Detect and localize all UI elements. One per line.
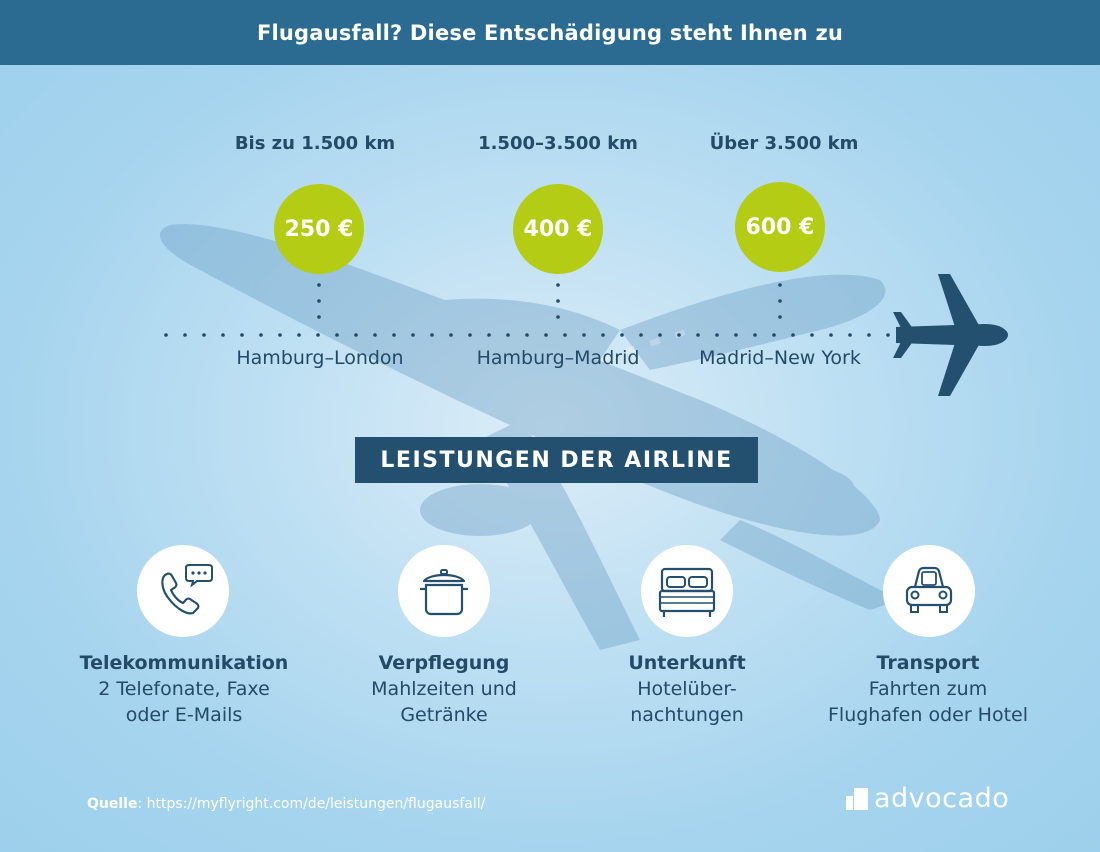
service-description: Flughafen oder Hotel bbox=[827, 704, 1028, 726]
amount-badge-tier-1: 250 € bbox=[274, 184, 364, 274]
service-icon-circle bbox=[883, 545, 975, 637]
service-description: Mahlzeiten und bbox=[371, 678, 517, 700]
service-description: Fahrten zum bbox=[868, 678, 988, 700]
car-icon bbox=[905, 566, 953, 613]
service-telekommunikation: Telekommunikation 2 Telefonate, Faxe ode… bbox=[44, 650, 324, 728]
advocado-logo: advocado bbox=[846, 783, 1009, 814]
service-icon-circle bbox=[641, 545, 733, 637]
amount-badge-tier-2: 400 € bbox=[513, 184, 603, 274]
service-verpflegung: Verpflegung Mahlzeiten und Getränke bbox=[304, 650, 584, 728]
route-label-tier-2: Hamburg–Madrid bbox=[476, 347, 640, 369]
section-title: LEISTUNGEN DER AIRLINE bbox=[355, 437, 758, 483]
service-unterkunft: Unterkunft Hotelüber- nachtungen bbox=[547, 650, 827, 728]
service-description: nachtungen bbox=[630, 704, 744, 726]
service-transport: Transport Fahrten zum Flughafen oder Hot… bbox=[788, 650, 1068, 728]
service-icon-circle bbox=[398, 545, 490, 637]
service-description: Hotelüber- bbox=[637, 678, 737, 700]
airplane-icon bbox=[893, 274, 1008, 396]
cooking-pot-icon bbox=[420, 569, 468, 616]
source-link[interactable]: https://myflyright.com/de/leistungen/flu… bbox=[146, 796, 486, 812]
logo-text: advocado bbox=[874, 783, 1010, 814]
distance-label-tier-3: Über 3.500 km bbox=[709, 133, 859, 154]
route-label-tier-3: Madrid–New York bbox=[699, 347, 861, 369]
bed-icon bbox=[658, 567, 716, 617]
service-title: Verpflegung bbox=[378, 652, 510, 674]
amount-badge-tier-3: 600 € bbox=[735, 182, 825, 272]
service-icon-circle bbox=[137, 545, 229, 637]
tier-connector-dots bbox=[317, 283, 782, 319]
service-title: Telekommunikation bbox=[79, 652, 289, 674]
phone-icon bbox=[161, 564, 213, 615]
source-label: Quelle bbox=[87, 796, 138, 812]
service-description: 2 Telefonate, Faxe bbox=[98, 678, 270, 700]
service-title: Unterkunft bbox=[628, 652, 746, 674]
page-title: Flugausfall? Diese Entschädigung steht I… bbox=[0, 0, 1100, 65]
service-description: oder E-Mails bbox=[125, 704, 243, 726]
service-description: Getränke bbox=[400, 704, 488, 726]
distance-label-tier-2: 1.500–3.500 km bbox=[478, 133, 638, 154]
timeline-dots bbox=[164, 333, 890, 337]
logo-mark-icon bbox=[846, 787, 868, 810]
route-label-tier-1: Hamburg–London bbox=[236, 347, 404, 369]
distance-label-tier-1: Bis zu 1.500 km bbox=[234, 133, 396, 154]
service-title: Transport bbox=[876, 652, 980, 674]
source-note: Quelle: https://myflyright.com/de/leistu… bbox=[87, 796, 486, 812]
